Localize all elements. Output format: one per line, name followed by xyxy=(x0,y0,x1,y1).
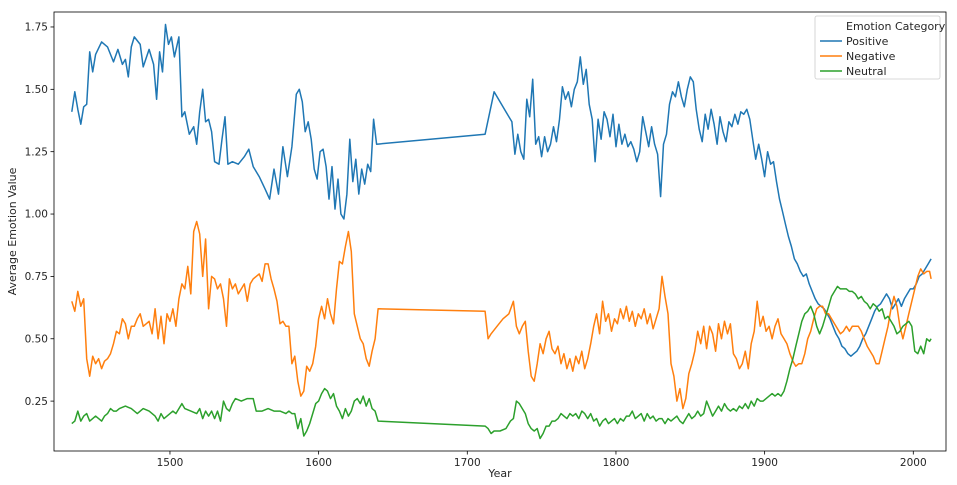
y-tick-label: 1.50 xyxy=(25,84,48,96)
x-tick-label: 2000 xyxy=(900,457,927,469)
x-tick-label: 1900 xyxy=(751,457,778,469)
x-tick-label: 1600 xyxy=(305,457,332,469)
legend-box xyxy=(814,15,941,80)
legend-title: Emotion Category xyxy=(846,20,946,33)
y-tick-label: 1.00 xyxy=(25,209,48,221)
y-axis: 0.25 0.50 0.75 1.00 1.25 1.50 1.75 xyxy=(25,22,54,408)
y-tick-label: 1.25 xyxy=(25,146,48,158)
x-axis-label: Year xyxy=(487,467,512,480)
series-line-neutral xyxy=(71,285,932,440)
x-axis: 1500 1600 1700 1800 1900 2000 xyxy=(157,451,927,469)
x-tick-label: 1800 xyxy=(603,457,630,469)
series-line-negative xyxy=(71,220,932,410)
legend-label-negative: Negative xyxy=(846,50,896,63)
series-line-positive xyxy=(71,23,932,357)
legend: Emotion Category Positive Negative Neutral xyxy=(814,15,946,80)
legend-label-neutral: Neutral xyxy=(846,65,887,78)
y-tick-label: 0.50 xyxy=(25,333,48,345)
axes-frame xyxy=(53,11,947,452)
y-axis-label: Average Emotion Value xyxy=(6,167,19,295)
y-tick-label: 0.75 xyxy=(25,271,48,283)
y-tick-label: 1.75 xyxy=(25,22,48,34)
x-tick-label: 1500 xyxy=(157,457,184,469)
legend-label-positive: Positive xyxy=(846,35,889,48)
y-tick-label: 0.25 xyxy=(25,396,48,408)
x-tick-label: 1700 xyxy=(454,457,481,469)
plot-area xyxy=(71,23,932,440)
